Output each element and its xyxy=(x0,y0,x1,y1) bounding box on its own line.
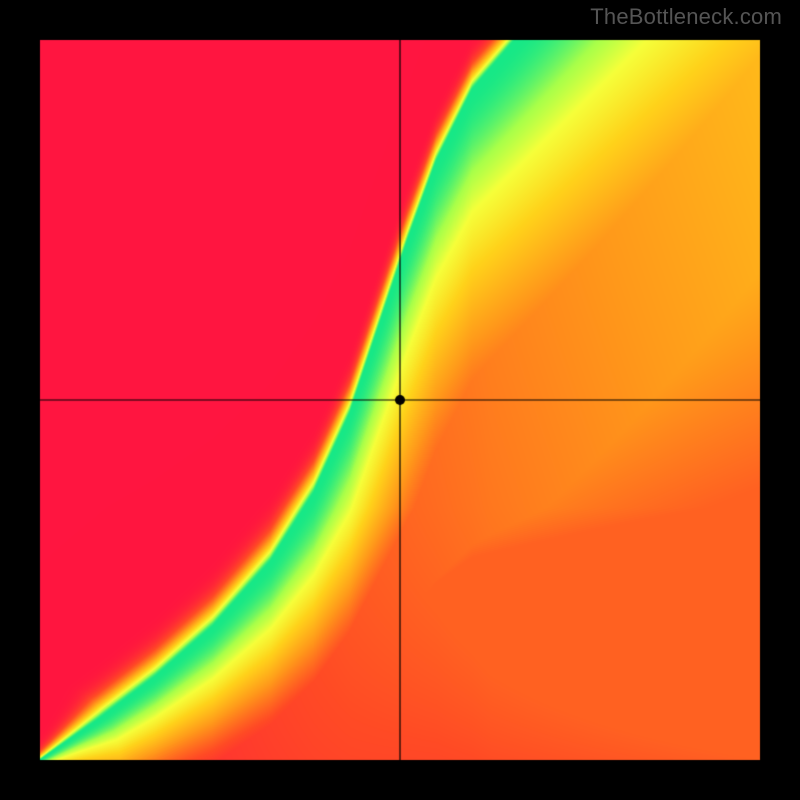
heatmap-canvas xyxy=(0,0,800,800)
watermark-text: TheBottleneck.com xyxy=(590,4,782,30)
chart-container: { "meta": { "watermark_text": "TheBottle… xyxy=(0,0,800,800)
